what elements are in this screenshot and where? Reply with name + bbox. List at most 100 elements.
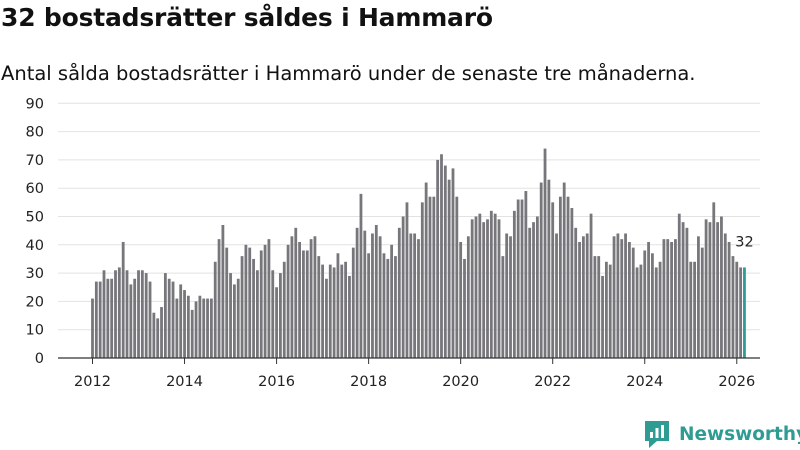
chart-subtitle: Antal sålda bostadsrätter i Hammarö unde…: [1, 62, 696, 85]
x-tick-label: 2024: [626, 374, 663, 390]
bar: [723, 233, 727, 358]
bar: [493, 213, 497, 358]
bar: [570, 208, 574, 358]
bar: [700, 247, 704, 358]
bar: [175, 298, 179, 358]
bar: [720, 216, 723, 358]
bar: [256, 270, 259, 358]
bar: [167, 278, 171, 358]
bar: [233, 284, 236, 358]
bar: [497, 219, 501, 358]
newsworthy-brand: Newsworthy: [643, 419, 800, 449]
bar: [543, 148, 547, 358]
bar: [562, 182, 566, 358]
bar: [348, 275, 351, 358]
bar: [505, 233, 509, 358]
bar: [98, 281, 102, 358]
bar: [474, 216, 478, 358]
bar: [152, 312, 156, 358]
bar: [612, 236, 616, 358]
bar: [106, 278, 110, 358]
latest-value-label: 32: [735, 234, 753, 250]
bar: [114, 270, 117, 358]
bar: [213, 261, 217, 358]
bar: [229, 273, 232, 358]
bar: [689, 261, 693, 358]
bar: [355, 227, 359, 358]
bar: [125, 270, 129, 358]
x-tick-label: 2018: [350, 374, 387, 390]
y-tick-label: 60: [26, 181, 44, 197]
bar: [677, 213, 681, 358]
bar: [455, 196, 459, 358]
bar: [620, 239, 624, 358]
bar: [248, 247, 252, 358]
bar: [217, 239, 221, 358]
y-tick-label: 0: [35, 351, 44, 367]
bar: [405, 202, 409, 358]
bar: [624, 233, 627, 358]
bar: [102, 270, 106, 358]
bar: [194, 301, 198, 358]
bar: [524, 191, 528, 358]
bar: [512, 210, 516, 358]
bar: [739, 267, 743, 358]
bar: [317, 256, 321, 358]
bar: [390, 244, 394, 358]
x-tick-label: 2016: [258, 374, 295, 390]
bar: [528, 227, 532, 358]
bar: [133, 278, 137, 358]
bar: [225, 247, 229, 358]
bar: [397, 227, 401, 358]
bar: [271, 270, 275, 358]
bar: [240, 256, 244, 358]
bar: [735, 261, 739, 358]
bar: [447, 179, 451, 358]
bar: [171, 281, 175, 358]
bar: [259, 250, 263, 358]
bar: [489, 210, 493, 358]
bar: [344, 261, 348, 358]
bar: [144, 273, 148, 358]
bar: [378, 236, 382, 358]
bar: [566, 196, 570, 358]
bar: [351, 247, 355, 358]
bar: [708, 222, 712, 358]
bar: [209, 298, 213, 358]
bar: [436, 159, 440, 358]
bar: [681, 222, 685, 358]
bar: [121, 241, 125, 358]
bar: [651, 253, 654, 358]
bar: [94, 281, 98, 358]
bar: [608, 264, 612, 358]
bar: [593, 256, 597, 358]
bar: [202, 298, 206, 358]
bar: [670, 241, 673, 358]
bar: [428, 196, 432, 358]
x-tick-label: 2022: [534, 374, 571, 390]
bar: [286, 244, 290, 358]
bar: [604, 261, 608, 358]
bar: [589, 213, 593, 358]
bar: [466, 236, 470, 358]
bar: [221, 224, 225, 358]
bar: [509, 236, 512, 358]
bar: [516, 199, 520, 358]
bar: [332, 267, 336, 358]
bar: [275, 287, 278, 358]
bar: [643, 250, 647, 358]
bar: [413, 233, 417, 358]
bar: [236, 278, 240, 358]
bar: [463, 258, 466, 358]
bar-latest: [743, 267, 746, 358]
bar: [163, 273, 167, 358]
bar: [137, 270, 140, 358]
bar: [654, 267, 658, 358]
bar: [328, 264, 332, 358]
bar: [685, 227, 689, 358]
y-tick-label: 40: [26, 238, 44, 254]
bar: [697, 236, 700, 358]
bar: [631, 247, 635, 358]
bar: [244, 244, 248, 358]
bar: [313, 236, 317, 358]
